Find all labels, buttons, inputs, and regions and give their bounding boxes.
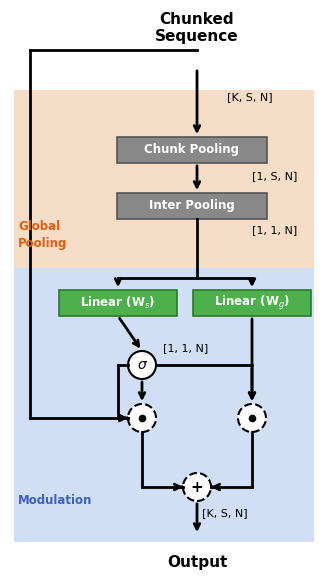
Text: [1, S, N]: [1, S, N] [252, 171, 297, 181]
Circle shape [238, 404, 266, 432]
Bar [117, 137, 267, 163]
Bar [117, 193, 267, 219]
Text: Inter Pooling: Inter Pooling [149, 200, 235, 212]
Circle shape [128, 404, 156, 432]
Text: Global
Pooling: Global Pooling [18, 220, 67, 249]
Text: [K, S, N]: [K, S, N] [227, 92, 273, 102]
Bar [193, 290, 311, 316]
Text: Chunked
Sequence: Chunked Sequence [155, 12, 239, 44]
Text: Linear (W$_s$): Linear (W$_s$) [80, 295, 155, 311]
Text: σ: σ [138, 358, 146, 372]
Bar [14, 90, 314, 268]
Text: Chunk Pooling: Chunk Pooling [145, 143, 239, 157]
Text: [1, 1, N]: [1, 1, N] [252, 225, 297, 235]
Text: Modulation: Modulation [18, 494, 92, 506]
Bar [14, 268, 314, 542]
Text: Linear (W$_g$): Linear (W$_g$) [214, 294, 290, 312]
Text: [K, S, N]: [K, S, N] [202, 508, 248, 518]
Text: [1, 1, N]: [1, 1, N] [163, 343, 208, 353]
Bar [59, 290, 177, 316]
Text: Output: Output [167, 556, 227, 571]
Circle shape [183, 473, 211, 501]
Text: +: + [191, 480, 203, 495]
Circle shape [128, 351, 156, 379]
